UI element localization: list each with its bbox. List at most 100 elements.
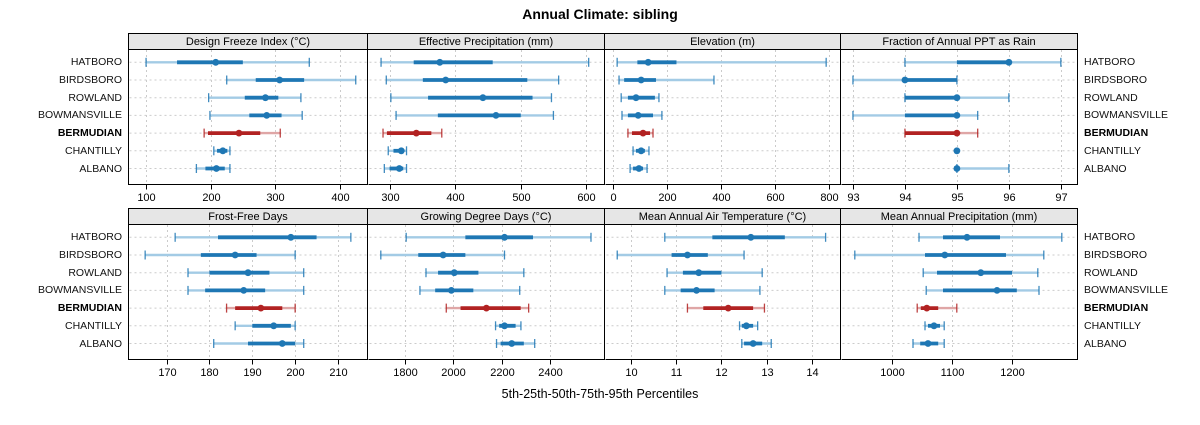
series-hatboro bbox=[904, 57, 1062, 67]
series-hatboro bbox=[174, 232, 352, 242]
panel-border bbox=[605, 224, 841, 360]
panel-strip: Effective Precipitation (mm) bbox=[368, 33, 605, 50]
series-birdsboro bbox=[226, 75, 357, 85]
series-birdsboro bbox=[385, 75, 560, 85]
row-label-left-rowland: ROWLAND bbox=[68, 91, 122, 104]
axis-tick-label: 300 bbox=[266, 192, 284, 204]
panel-title: Growing Degree Days (°C) bbox=[420, 210, 552, 223]
axis-tick-label: 800 bbox=[820, 192, 838, 204]
row-label-left-birdsboro: BIRDSBORO bbox=[58, 74, 122, 86]
median-dot bbox=[231, 251, 239, 259]
panel-plot: 1800 2000 2200 2400 bbox=[368, 224, 605, 379]
median-dot bbox=[637, 147, 645, 155]
median-dot bbox=[492, 112, 500, 119]
series-bowmansville bbox=[209, 110, 303, 120]
panel-border bbox=[841, 224, 1078, 360]
row-label-left-bowmansville: BOWMANSVILLE bbox=[37, 284, 122, 297]
series-rowland bbox=[390, 93, 553, 103]
series-albano bbox=[629, 164, 648, 173]
median-dot bbox=[442, 76, 450, 84]
row-label-right-bermudian: BERMUDIAN bbox=[1084, 302, 1149, 315]
median-dot bbox=[501, 322, 508, 330]
axis-tick-label: 210 bbox=[329, 367, 347, 379]
median-dot bbox=[439, 251, 447, 259]
median-dot bbox=[953, 129, 961, 137]
median-dot bbox=[632, 94, 640, 102]
series-hatboro bbox=[918, 232, 1063, 242]
series-rowland bbox=[904, 93, 1010, 103]
series-bermudian bbox=[203, 128, 281, 138]
median-dot bbox=[219, 147, 227, 155]
median-dot bbox=[693, 287, 700, 294]
row-label-right-chantilly: CHANTILLY bbox=[1084, 144, 1141, 157]
axis-tick-label: 14 bbox=[806, 367, 818, 379]
series-rowland bbox=[922, 268, 1039, 278]
median-dot bbox=[695, 269, 703, 277]
median-dot bbox=[644, 58, 652, 66]
panel-strip: Growing Degree Days (°C) bbox=[368, 208, 605, 225]
row-label-right-hatboro: HATBORO bbox=[1084, 231, 1136, 244]
series-bowmansville bbox=[664, 285, 761, 295]
median-dot bbox=[270, 322, 278, 330]
median-dot bbox=[240, 287, 248, 294]
panel-plot: 0 200 400 600 800 bbox=[605, 49, 841, 204]
series-bowmansville bbox=[395, 110, 555, 120]
series-birdsboro bbox=[616, 250, 745, 260]
series-rowland bbox=[187, 268, 305, 278]
axis-tick-label: 11 bbox=[671, 367, 682, 379]
panel-border bbox=[128, 49, 368, 185]
series-albano bbox=[912, 339, 945, 348]
axis-tick-label: 400 bbox=[712, 192, 730, 204]
row-label-left-hatboro: HATBORO bbox=[70, 56, 122, 69]
axis-tick-label: 97 bbox=[1055, 192, 1067, 204]
axis-tick-label: 93 bbox=[847, 192, 859, 204]
median-dot bbox=[923, 304, 931, 312]
median-dot bbox=[278, 340, 286, 347]
panel-border bbox=[605, 49, 841, 185]
median-dot bbox=[963, 233, 971, 241]
panel-title: Design Freeze Index (°C) bbox=[185, 35, 311, 48]
median-dot bbox=[742, 322, 750, 330]
axis-tick-label: 13 bbox=[761, 367, 773, 379]
panel-title: Fraction of Annual PPT as Rain bbox=[882, 35, 1036, 48]
axis-tick-label: 10 bbox=[625, 367, 637, 379]
axis-tick-label: 190 bbox=[243, 367, 261, 379]
median-dot bbox=[953, 112, 961, 119]
x-axis-caption: 5th-25th-50th-75th-95th Percentiles bbox=[501, 387, 699, 401]
series-albano bbox=[953, 164, 1010, 173]
series-albano bbox=[195, 164, 231, 173]
median-dot bbox=[637, 76, 645, 84]
axis-tick-label: 100 bbox=[137, 192, 155, 204]
series-rowland bbox=[425, 268, 525, 278]
axis-tick-label: 1800 bbox=[393, 367, 417, 379]
median-dot bbox=[953, 165, 961, 172]
median-dot bbox=[212, 165, 220, 172]
row-label-right-chantilly: CHANTILLY bbox=[1084, 319, 1141, 332]
median-dot bbox=[412, 129, 420, 137]
median-dot bbox=[749, 340, 757, 347]
figure-title: Annual Climate: sibling bbox=[522, 6, 678, 22]
series-hatboro bbox=[664, 232, 827, 242]
axis-tick-label: 200 bbox=[202, 192, 220, 204]
axis-tick-label: 94 bbox=[899, 192, 911, 204]
series-birdsboro bbox=[618, 75, 715, 85]
series-chantilly bbox=[387, 146, 408, 156]
axis-tick-label: 1000 bbox=[880, 367, 904, 379]
panel-border bbox=[368, 49, 605, 185]
series-bowmansville bbox=[852, 110, 979, 120]
axis-tick-label: 400 bbox=[446, 192, 464, 204]
panel-border bbox=[128, 224, 368, 360]
series-bowmansville bbox=[187, 285, 305, 295]
row-label-left-albano: ALBANO bbox=[79, 162, 122, 175]
axis-tick-label: 2400 bbox=[538, 367, 562, 379]
panel-strip: Mean Annual Precipitation (mm) bbox=[841, 208, 1078, 225]
series-hatboro bbox=[380, 57, 590, 67]
series-chantilly bbox=[213, 146, 231, 156]
row-label-left-chantilly: CHANTILLY bbox=[65, 144, 122, 157]
axis-tick-label: 0 bbox=[610, 192, 616, 204]
panel-strip: Design Freeze Index (°C) bbox=[128, 33, 368, 50]
series-birdsboro bbox=[852, 75, 958, 85]
row-label-right-albano: ALBANO bbox=[1084, 337, 1127, 350]
median-dot bbox=[257, 304, 265, 312]
